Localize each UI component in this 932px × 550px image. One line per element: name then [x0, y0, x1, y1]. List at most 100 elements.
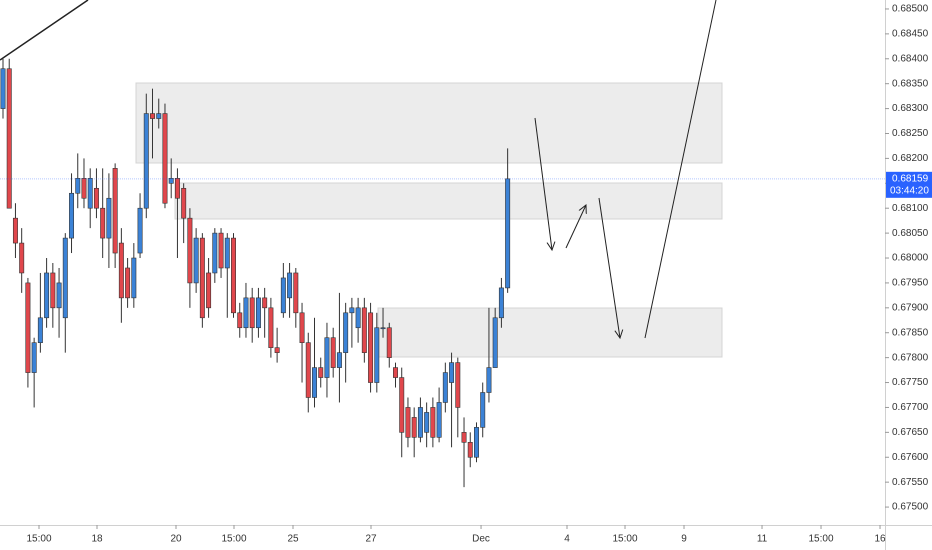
candle-body [417, 407, 423, 438]
y-tick-label: 0.68050 [892, 228, 929, 239]
y-tick-label: 0.68350 [892, 78, 929, 89]
last-price-label: 0.68159 [892, 173, 929, 184]
candle-body [399, 377, 405, 433]
candle-body [293, 272, 299, 314]
candle-body [19, 242, 25, 274]
countdown-label: 03:44:20 [890, 185, 929, 196]
candle-body [187, 217, 193, 284]
y-tick-label: 0.67650 [892, 427, 929, 438]
candle-body [174, 178, 180, 199]
candle-body [224, 237, 230, 269]
candle-body [268, 307, 274, 348]
x-tick-label: 16 [874, 534, 886, 545]
y-tick-label: 0.67950 [892, 278, 929, 289]
y-tick-label: 0.68450 [892, 29, 929, 40]
candle-body [312, 367, 317, 398]
candle-body [386, 327, 392, 358]
y-tick-label: 0.67800 [892, 352, 929, 363]
y-tick-label: 0.67550 [892, 477, 929, 488]
candle-body [330, 337, 336, 368]
candle-body [112, 168, 118, 254]
y-tick-label: 0.68100 [892, 203, 929, 214]
candle-body [44, 272, 50, 319]
x-tick-label: 15:00 [612, 534, 637, 545]
y-tick-label: 0.67850 [892, 327, 929, 338]
candle-body [349, 307, 355, 314]
candle-body [237, 312, 243, 329]
candle-body [255, 297, 261, 329]
candle-body [474, 427, 479, 458]
candle-body [206, 272, 212, 309]
candle-body [486, 367, 492, 393]
arrow [644, 0, 717, 339]
candle-body [193, 237, 199, 284]
x-tick-label: 15:00 [809, 534, 834, 545]
candle-body [50, 272, 56, 309]
candle-body [212, 232, 218, 274]
y-tick-label: 0.67500 [892, 502, 929, 513]
candle-body [231, 237, 236, 314]
y-tick-label: 0.68300 [892, 103, 929, 114]
candle-body [411, 417, 417, 438]
x-tick-label: 9 [681, 534, 687, 545]
trend-line [0, 0, 89, 61]
candle-body [106, 197, 112, 239]
candle-body [62, 237, 68, 319]
candle-body [150, 113, 155, 119]
x-tick-label: 4 [564, 534, 570, 545]
candle-body [37, 317, 43, 343]
candle-body [480, 392, 486, 428]
candle-body [143, 113, 149, 209]
x-tick-label: 18 [91, 534, 103, 545]
candle-body [436, 402, 442, 438]
candle-body [125, 267, 131, 299]
x-tick-label: 25 [287, 534, 299, 545]
candle-body [442, 372, 448, 403]
x-tick-label: 20 [170, 534, 182, 545]
candle-body [368, 312, 374, 383]
candle-body [162, 113, 168, 204]
candle-body [262, 297, 268, 309]
zone [377, 307, 723, 358]
candle-body [218, 232, 224, 269]
candle-body [498, 287, 504, 319]
arrow [565, 205, 586, 249]
candle-body [393, 367, 398, 378]
last-price-box [886, 171, 932, 198]
candle-body [243, 297, 249, 329]
y-tick-label: 0.67900 [892, 302, 929, 313]
zone [135, 82, 723, 164]
axes: 0.67500 0.67550 0.67600 0.67650 0.67700 0.677… [26, 4, 932, 545]
candle-body [492, 317, 498, 368]
candle-body [449, 362, 455, 383]
candle-body [56, 282, 62, 309]
candle-body [355, 307, 361, 329]
candle-body [249, 297, 255, 329]
candle-body [156, 113, 162, 119]
candle-body [405, 407, 411, 438]
candle-body [374, 327, 380, 383]
candle-body [299, 312, 305, 343]
y-tick-label: 0.68400 [892, 53, 929, 64]
candle-body [137, 207, 143, 254]
candle-body [361, 307, 367, 353]
y-tick-label: 0.68000 [892, 253, 929, 264]
candle-body [343, 312, 349, 353]
candle-body [380, 327, 386, 330]
candle-body [12, 217, 18, 244]
candle-body [168, 178, 174, 184]
candle-body [461, 432, 467, 443]
candle-body [467, 442, 473, 458]
candle-body [455, 362, 461, 408]
y-tick-label: 0.67750 [892, 377, 929, 388]
zone [174, 182, 723, 220]
arrow [598, 197, 620, 338]
candle-body [118, 242, 124, 299]
candle-body [505, 178, 511, 289]
x-tick-label: Dec [472, 534, 490, 545]
candle-body [336, 352, 342, 368]
candle-body [0, 68, 6, 109]
candle-body [69, 192, 75, 239]
